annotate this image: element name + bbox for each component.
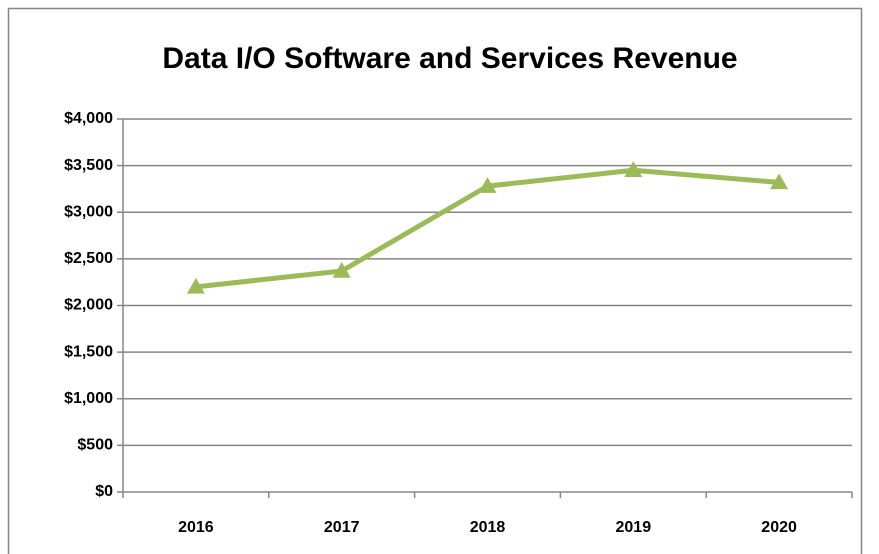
x-tick-label: 2016	[178, 519, 214, 536]
y-tick-label: $1,500	[64, 343, 113, 360]
data-point	[332, 261, 351, 278]
y-tick-label: $1,000	[64, 390, 113, 407]
y-tick-label: $3,000	[64, 203, 113, 220]
y-tick-label: $2,000	[64, 297, 113, 314]
y-tick-label: $4,000	[64, 110, 113, 127]
x-tick-label: 2019	[616, 519, 652, 536]
data-point	[478, 177, 497, 193]
y-tick-label: $3,500	[64, 157, 113, 174]
data-point	[186, 277, 205, 294]
y-tick-label: $0	[95, 483, 113, 500]
x-tick-label: 2018	[470, 519, 506, 536]
data-point	[624, 161, 643, 178]
data-point	[770, 173, 789, 190]
chart-frame	[7, 7, 863, 554]
y-tick-label: $500	[77, 437, 113, 454]
x-tick-label: 2017	[324, 519, 360, 536]
chart-title: Data I/O Software and Services Revenue	[162, 42, 737, 75]
y-tick-label: $2,500	[64, 250, 113, 267]
x-tick-label: 2020	[761, 519, 797, 536]
